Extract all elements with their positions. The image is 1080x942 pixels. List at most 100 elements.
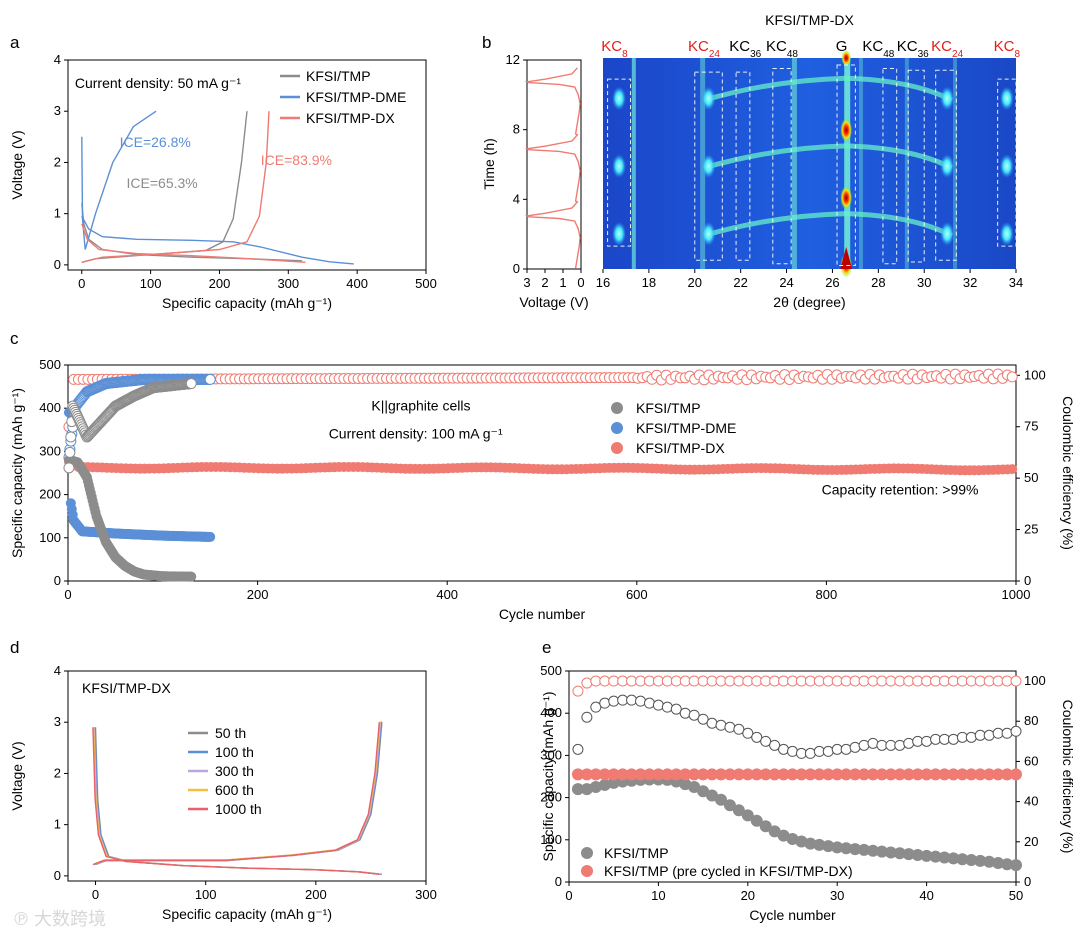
annotation: Current density: 100 mA g⁻¹ [329, 425, 503, 441]
legend-label: KFSI/TMP-DX [636, 440, 725, 456]
panel-label-d: d [10, 638, 19, 657]
heatmap-spot [999, 154, 1014, 179]
legend-marker [581, 865, 593, 877]
capacity-point [759, 820, 772, 833]
ce-point [572, 685, 584, 697]
y-tick-label: 3 [54, 103, 61, 118]
x-tick-label: 28 [871, 275, 885, 290]
phase-label: KC24 [688, 38, 720, 60]
capacity-point [706, 789, 719, 802]
annotation: Current density: 50 mA g⁻¹ [75, 75, 241, 91]
capacity-point [840, 768, 853, 781]
series-line-discharge [81, 215, 354, 265]
heatmap-spot [612, 86, 627, 111]
y-tick-label: 0 [555, 874, 562, 889]
heatmap-arc [703, 75, 953, 103]
x-tick-label: 16 [596, 275, 610, 290]
capacity-point [911, 848, 924, 861]
y2-tick-label: 80 [1024, 713, 1038, 728]
capacity-point [598, 768, 611, 781]
capacity-point [974, 854, 987, 867]
heatmap-dashed-box [694, 71, 723, 261]
annotation: Capacity retention: >99% [822, 482, 979, 498]
time-axis-label: Time (h) [481, 138, 497, 190]
capacity-point [813, 838, 826, 851]
heatmap-dashed-box [772, 68, 792, 265]
capacity-point [697, 768, 710, 781]
capacity-point [804, 768, 817, 781]
y-tick-label: 400 [39, 400, 61, 415]
voltage-x-tick-label: 1 [559, 275, 566, 290]
capacity-point [858, 768, 871, 781]
capacity-point [723, 799, 736, 812]
x-tick-label: 200 [247, 587, 269, 602]
heatmap-hot-spot [840, 118, 853, 143]
y-tick-label: 100 [39, 530, 61, 545]
voltage-frame [526, 59, 582, 270]
legend-marker [611, 422, 623, 434]
capacity-point [938, 851, 951, 864]
y-tick-label: 3 [54, 714, 61, 729]
voltage-x-tick-label: 0 [577, 275, 584, 290]
y-tick-label: 4 [54, 52, 61, 67]
legend-label: KFSI/TMP [306, 68, 371, 84]
ce-point [706, 717, 718, 729]
legend-label: KFSI/TMP-DME [306, 89, 406, 105]
x-tick-label: 800 [816, 587, 838, 602]
x-tick-label: 0 [64, 587, 71, 602]
y-tick-label: 200 [39, 487, 61, 502]
y2-tick-label: 75 [1024, 419, 1038, 434]
capacity-point [661, 768, 674, 781]
y2-tick-label: 0 [1024, 874, 1031, 889]
y-tick-label: 4 [54, 663, 61, 678]
capacity-point [616, 768, 629, 781]
capacity-point [902, 768, 915, 781]
heatmap-spot [999, 221, 1014, 246]
capacity-point [875, 768, 888, 781]
heatmap-dashed-box [907, 69, 925, 263]
x-tick-label: 1000 [1002, 587, 1031, 602]
x-axis-label: Specific capacity (mAh g⁻¹) [162, 295, 332, 311]
capacity-point [571, 768, 584, 781]
capacity-point [858, 843, 871, 856]
ce-point [849, 741, 861, 753]
capacity-point [706, 768, 719, 781]
y-axis-label: Specific capacity (mAh g⁻¹) [540, 692, 556, 862]
ce-point [572, 743, 584, 755]
ce-point [204, 373, 216, 385]
heatmap-dashed-box [997, 78, 1017, 247]
capacity-point [589, 768, 602, 781]
capacity-point [759, 768, 772, 781]
y2-tick-label: 25 [1024, 522, 1038, 537]
watermark-text: 大数跨境 [34, 909, 106, 930]
ce-point [599, 697, 611, 709]
ce-point [64, 446, 76, 458]
voltage-time-curve [524, 67, 581, 269]
capacity-point [804, 837, 817, 850]
y2-axis-label: Coulombic efficiency (%) [1060, 700, 1076, 854]
y-tick-label: 1 [54, 206, 61, 221]
phase-label: G [836, 38, 848, 55]
capacity-point [607, 776, 620, 789]
ce-point [742, 727, 754, 739]
capacity-point [866, 768, 879, 781]
heatmap-dashed-box [607, 78, 632, 247]
capacity-point [580, 768, 593, 781]
capacity-point [688, 768, 701, 781]
x-axis-label: Specific capacity (mAh g⁻¹) [162, 906, 332, 922]
capacity-point [741, 809, 754, 822]
x-axis-label: 2θ (degree) [773, 294, 845, 310]
y2-tick-label: 60 [1024, 753, 1038, 768]
voltage-x-tick-label: 3 [523, 275, 530, 290]
ce-point [185, 378, 197, 390]
capacity-point [589, 781, 602, 794]
capacity-point [786, 768, 799, 781]
panel-label-e: e [542, 638, 551, 657]
voltage-x-tick-label: 2 [541, 275, 548, 290]
ce-point [1001, 727, 1013, 739]
legend-label: KFSI/TMP (pre cycled in KFSI/TMP-DX) [604, 863, 853, 879]
y2-axis-label: Coulombic efficiency (%) [1060, 396, 1076, 550]
